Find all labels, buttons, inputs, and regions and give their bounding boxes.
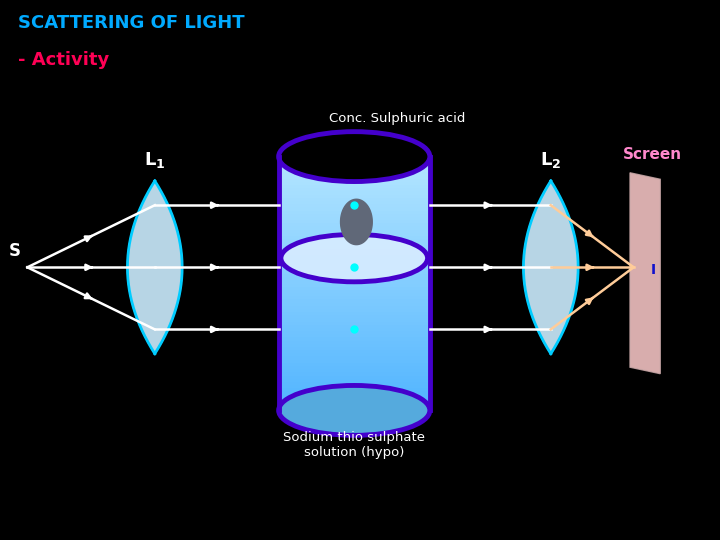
Bar [279, 230, 430, 233]
Bar [279, 277, 430, 280]
Bar [279, 299, 430, 302]
Bar [279, 265, 430, 268]
Text: S: S [9, 242, 20, 260]
Bar [279, 375, 430, 379]
Bar [279, 255, 430, 258]
Bar [279, 261, 430, 265]
Bar [279, 163, 430, 166]
Bar [279, 195, 430, 198]
Text: Screen: Screen [623, 147, 682, 163]
Bar [279, 373, 430, 375]
Bar [279, 258, 430, 261]
Bar [279, 166, 430, 170]
Bar [279, 236, 430, 239]
Bar [279, 315, 430, 319]
Bar [279, 360, 430, 363]
Bar [279, 356, 430, 360]
Bar [279, 245, 430, 248]
Bar [279, 220, 430, 223]
Bar [279, 382, 430, 385]
Bar [279, 325, 430, 328]
Bar [279, 395, 430, 397]
Text: Sodium thio sulphate
solution (hypo): Sodium thio sulphate solution (hypo) [283, 431, 426, 460]
Bar [279, 407, 430, 410]
Text: $\mathbf{L_1}$: $\mathbf{L_1}$ [144, 150, 166, 170]
Bar [279, 366, 430, 369]
Bar [279, 392, 430, 395]
Bar [279, 176, 430, 179]
Bar [279, 287, 430, 290]
Ellipse shape [279, 132, 430, 181]
Text: Conc. Sulphuric acid: Conc. Sulphuric acid [329, 111, 466, 125]
Bar [279, 306, 430, 309]
Bar [279, 309, 430, 312]
Bar [279, 185, 430, 188]
Bar [279, 188, 430, 192]
Bar [279, 160, 430, 163]
Bar [279, 280, 430, 284]
Bar [279, 388, 430, 392]
Bar [279, 204, 430, 207]
Bar [279, 293, 430, 296]
Bar [279, 274, 430, 277]
Bar [279, 369, 430, 373]
Bar [279, 248, 430, 252]
Bar [279, 179, 430, 182]
Bar [279, 239, 430, 242]
Bar [279, 211, 430, 214]
Bar [279, 242, 430, 245]
Bar [279, 226, 430, 230]
Bar [279, 404, 430, 407]
Text: - Activity: - Activity [18, 51, 109, 69]
Text: SCATTERING OF LIGHT: SCATTERING OF LIGHT [18, 14, 245, 31]
Bar [279, 401, 430, 404]
Bar [279, 397, 430, 401]
Bar [279, 312, 430, 315]
Bar [279, 363, 430, 366]
Bar [279, 214, 430, 217]
Bar [279, 338, 430, 341]
Bar [279, 302, 430, 306]
Bar [279, 217, 430, 220]
Bar [279, 385, 430, 388]
Polygon shape [127, 181, 182, 354]
Bar [279, 182, 430, 185]
Bar [279, 284, 430, 287]
Bar [279, 290, 430, 293]
Polygon shape [523, 181, 578, 354]
Bar [279, 328, 430, 331]
Bar [279, 192, 430, 195]
Text: $\mathbf{L_2}$: $\mathbf{L_2}$ [540, 150, 562, 170]
Bar [279, 322, 430, 325]
Bar [279, 341, 430, 344]
Text: I: I [651, 263, 657, 277]
Ellipse shape [279, 386, 430, 435]
Bar [279, 157, 430, 160]
Bar [279, 271, 430, 274]
Bar [279, 379, 430, 382]
Bar [279, 347, 430, 350]
Bar [279, 334, 430, 338]
Bar [279, 296, 430, 299]
Bar [279, 198, 430, 201]
Bar [279, 233, 430, 236]
Bar [279, 223, 430, 226]
Bar [279, 252, 430, 255]
Bar [279, 172, 430, 176]
Bar [279, 207, 430, 211]
Bar [279, 353, 430, 356]
Bar [279, 350, 430, 353]
Bar [279, 268, 430, 271]
Bar [279, 170, 430, 172]
Bar [279, 344, 430, 347]
Ellipse shape [281, 234, 428, 282]
Polygon shape [341, 199, 372, 245]
Polygon shape [630, 173, 660, 374]
Bar [279, 319, 430, 322]
Bar [279, 331, 430, 334]
Bar [279, 201, 430, 204]
